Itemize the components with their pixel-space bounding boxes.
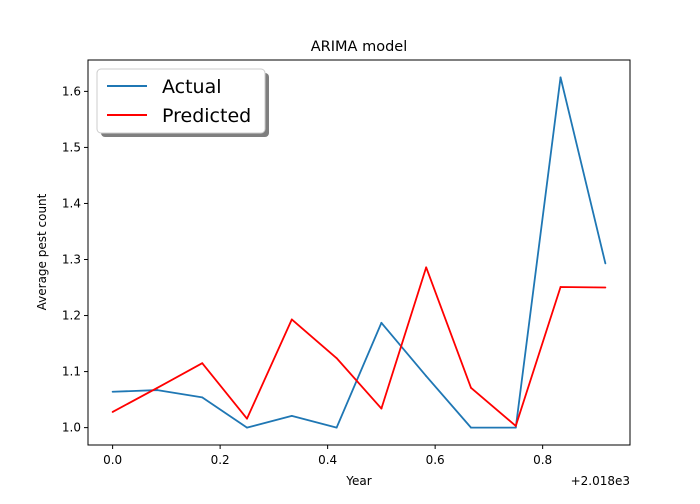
y-tick-label: 1.6 xyxy=(62,84,81,98)
legend-label-predicted: Predicted xyxy=(162,105,251,127)
data-point-predicted xyxy=(290,318,293,321)
data-point-actual xyxy=(514,426,517,429)
data-point-predicted xyxy=(559,286,562,288)
x-tick-label: 0.6 xyxy=(426,453,445,467)
x-tick-label: 0.8 xyxy=(533,453,552,467)
x-tick-label: 0.2 xyxy=(211,453,230,467)
y-tick-label: 1.3 xyxy=(62,253,81,267)
data-point-predicted xyxy=(380,407,383,410)
legend: Actual Predicted xyxy=(96,68,269,137)
data-point-actual xyxy=(470,426,472,429)
y-tick-label: 1.4 xyxy=(62,196,81,210)
data-point-actual xyxy=(290,414,293,417)
data-point-actual xyxy=(425,375,428,377)
data-point-actual xyxy=(335,426,338,429)
series-line-predicted xyxy=(112,266,606,427)
data-point-actual xyxy=(156,389,159,391)
data-point-predicted xyxy=(111,411,114,413)
data-point-predicted xyxy=(514,425,517,427)
data-point-actual xyxy=(111,390,114,393)
data-point-predicted xyxy=(470,386,472,389)
legend-label-actual: Actual xyxy=(162,76,222,98)
tick-layer: 0.0 0.2 0.4 0.6 0.8 1.0 1.1 1.2 1.3 1.4 1.5 1.6 xyxy=(62,84,552,467)
y-axis-label: Average pest count xyxy=(35,193,49,310)
data-point-actual xyxy=(380,321,383,324)
chart-title: ARIMA model xyxy=(311,39,407,55)
data-point-predicted xyxy=(246,417,248,420)
plot-frame xyxy=(87,59,631,446)
data-point-predicted xyxy=(335,357,338,360)
data-point-actual xyxy=(246,426,248,429)
data-point-predicted xyxy=(425,266,428,269)
y-tick-label: 1.5 xyxy=(62,140,81,154)
data-point-predicted xyxy=(201,362,204,365)
x-tick-label: 0.0 xyxy=(103,453,122,467)
data-point-actual xyxy=(201,396,204,399)
x-axis-offset-text: +2.018e3 xyxy=(571,474,630,488)
x-axis-label: Year xyxy=(345,474,371,488)
data-point-predicted xyxy=(604,286,607,289)
series-line-actual xyxy=(112,76,607,429)
x-tick-label: 0.4 xyxy=(318,453,337,467)
y-tick-label: 1.1 xyxy=(62,365,81,379)
series-layer xyxy=(111,76,607,429)
data-point-actual xyxy=(604,262,607,265)
y-tick-label: 1.2 xyxy=(62,309,81,323)
data-point-actual xyxy=(559,76,562,79)
data-point-predicted xyxy=(156,386,159,389)
y-tick-label: 1.0 xyxy=(62,421,81,435)
